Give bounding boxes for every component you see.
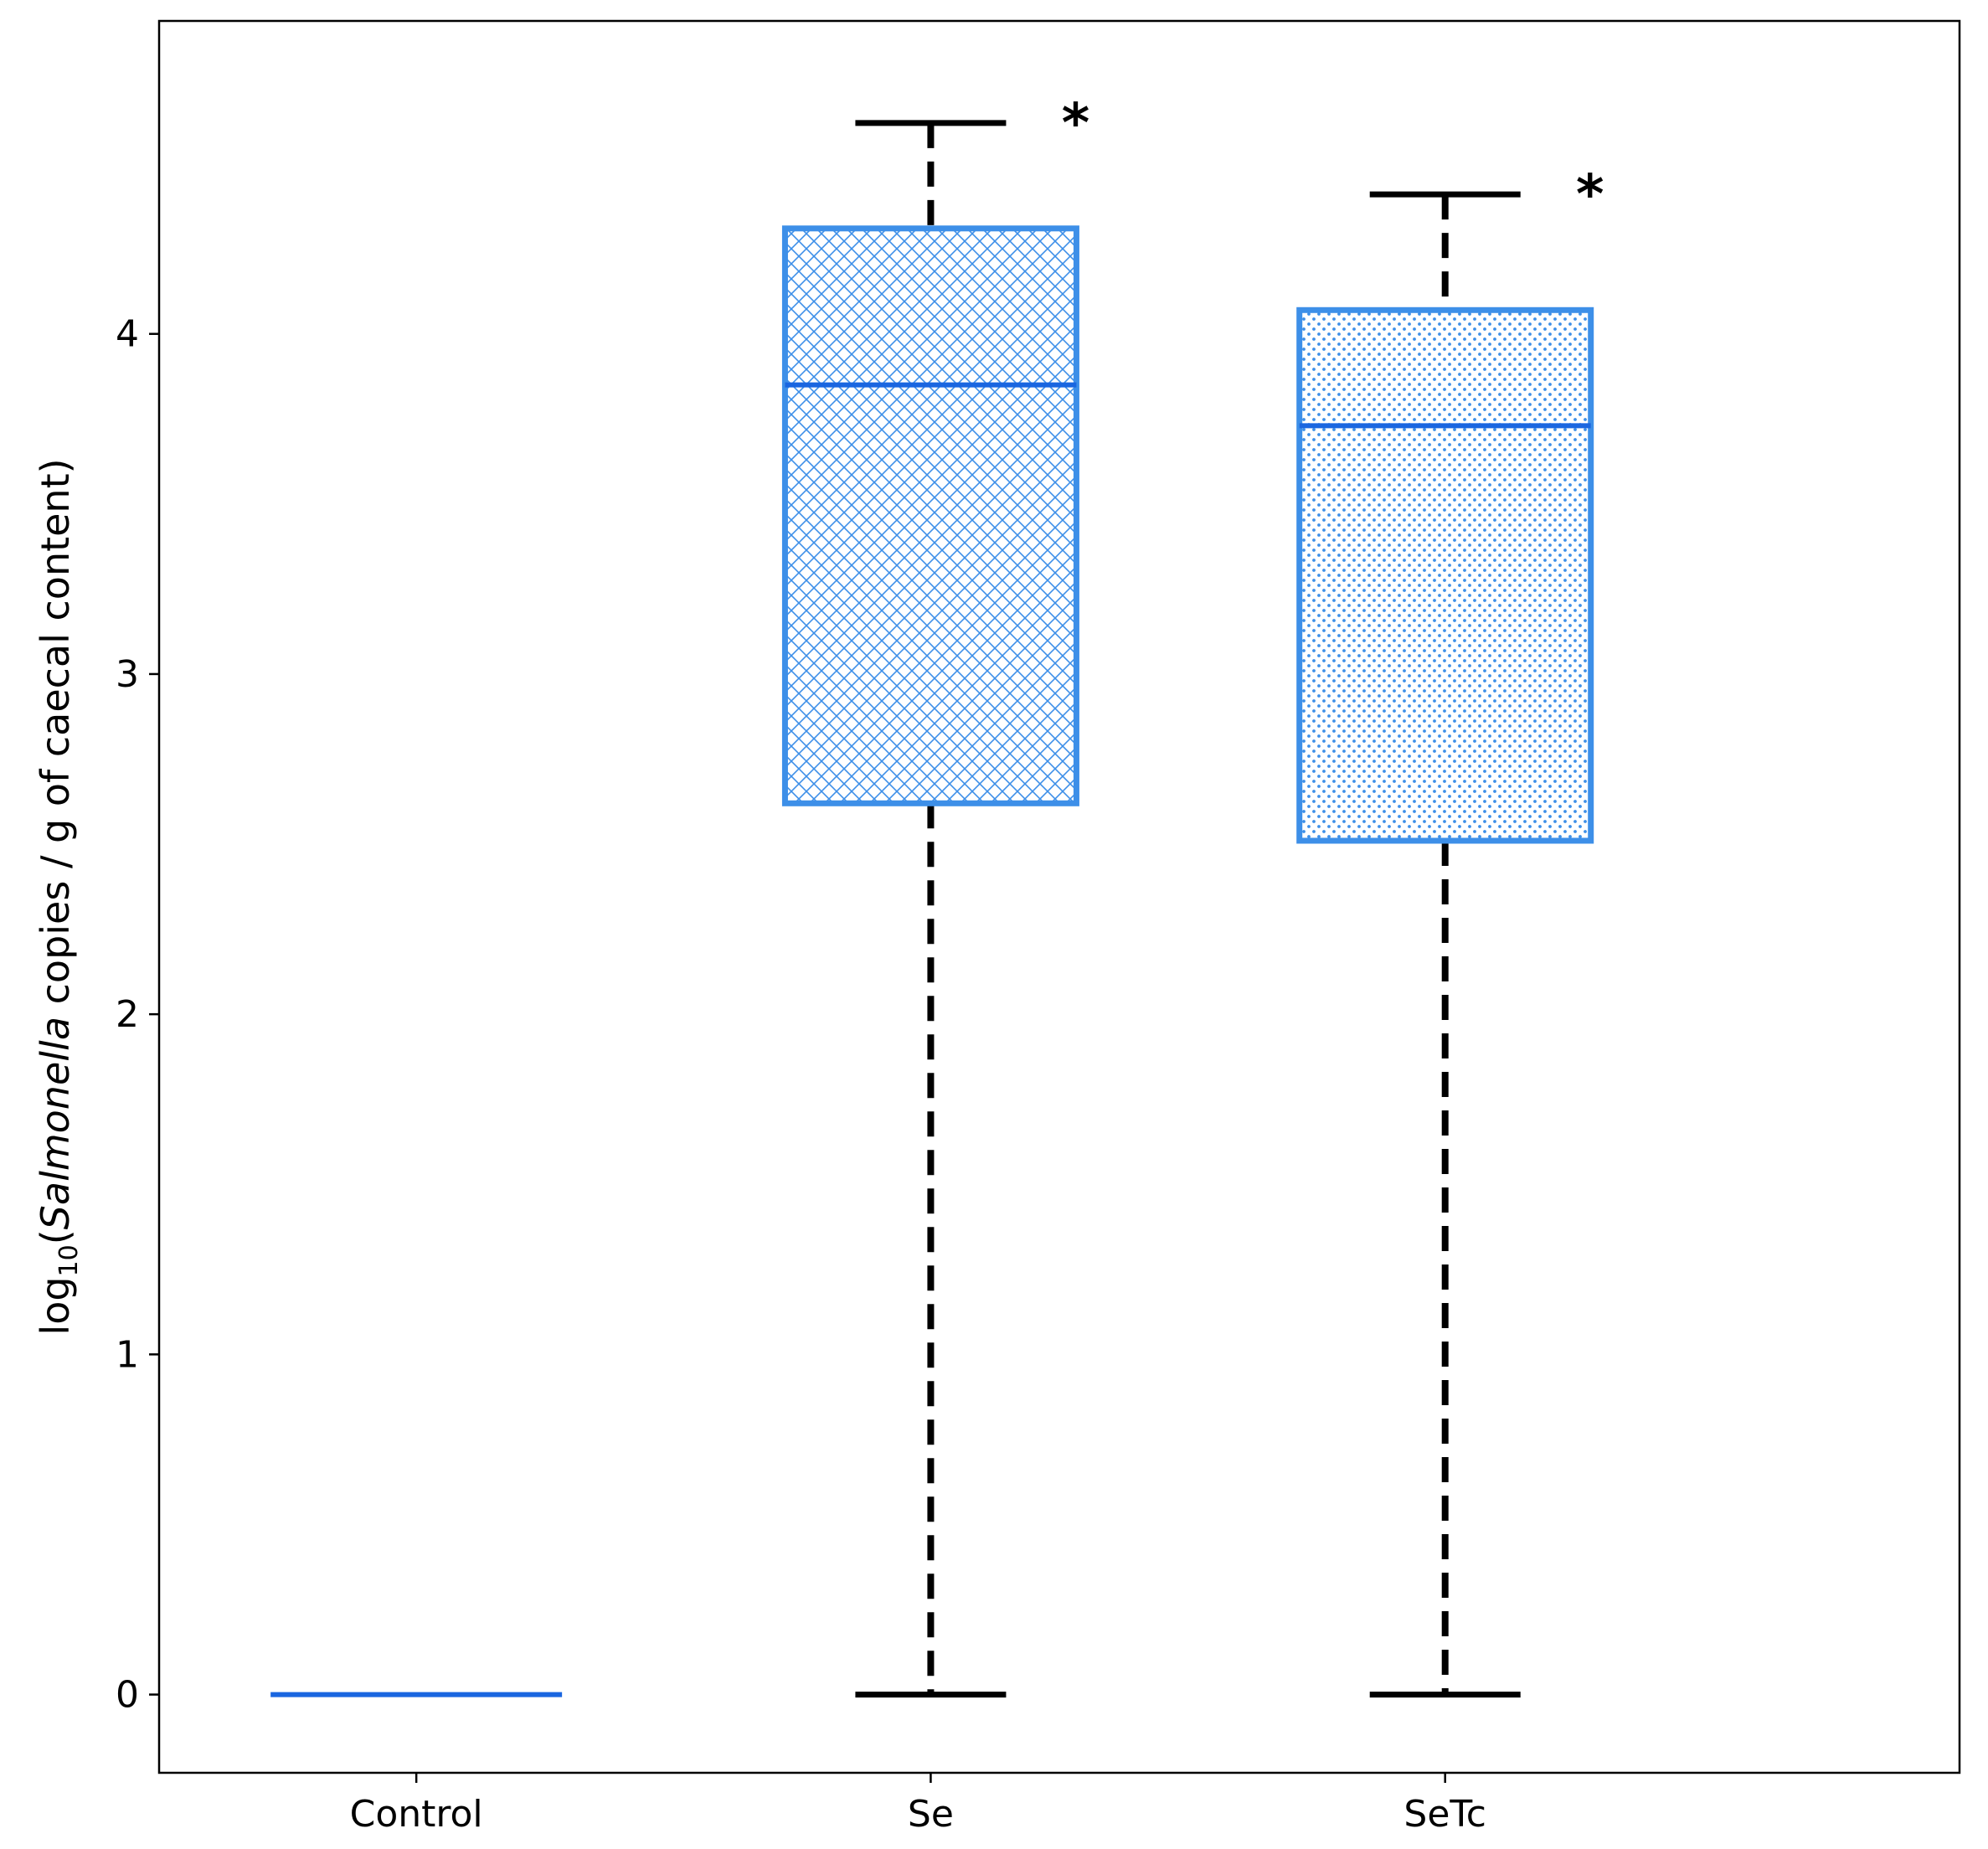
y-axis: 0 1 2 3 4 (116, 313, 159, 1717)
y-axis-label-subscript: 10 (54, 1244, 84, 1276)
x-axis: Control Se SeTc (350, 1773, 1486, 1836)
significance-marker-se: * (1062, 93, 1089, 155)
y-axis-label: log10(Salmonella copies / g of caecal co… (33, 458, 84, 1335)
boxes-layer: ** (270, 93, 1604, 1698)
iqr-box-se (781, 225, 1079, 806)
y-tick-label: 4 (116, 313, 139, 356)
y-axis-label-rest: copies / g of caecal content) (33, 458, 78, 1017)
y-tick-label: 2 (116, 993, 139, 1036)
y-axis-label-italic: Salmonella (33, 1017, 78, 1229)
y-axis-label-prefix: log (33, 1276, 78, 1335)
box-se: * (781, 93, 1089, 1698)
iqr-box-setc (1296, 306, 1594, 844)
y-tick-label: 3 (116, 653, 139, 696)
box-setc: * (1296, 164, 1604, 1698)
significance-marker-setc: * (1576, 164, 1604, 226)
y-tick-label: 0 (116, 1674, 139, 1717)
x-tick-label-se: Se (908, 1793, 954, 1836)
y-axis-label-open: ( (33, 1229, 78, 1244)
x-tick-label-setc: SeTc (1403, 1793, 1486, 1836)
x-tick-label-control: Control (350, 1793, 483, 1836)
y-tick-label: 1 (116, 1333, 139, 1376)
